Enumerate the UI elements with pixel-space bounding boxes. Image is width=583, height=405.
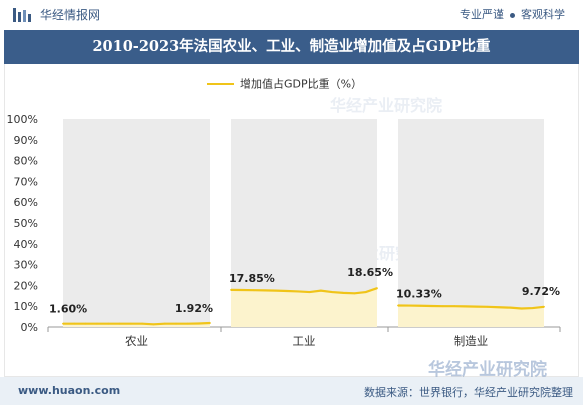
slogan: 专业严谨 客观科学: [460, 8, 565, 22]
data-point: [286, 290, 289, 292]
top-bar: 华经情报网 专业严谨 客观科学: [0, 0, 583, 30]
data-point: [252, 289, 255, 292]
y-tick-label: 80%: [14, 155, 38, 168]
data-point: [464, 305, 467, 308]
data-point: [186, 322, 189, 325]
data-point: [543, 305, 545, 308]
y-tick-label: 10%: [14, 300, 38, 313]
data-label-end: 9.72%: [522, 285, 560, 298]
site-name: 华经情报网: [40, 8, 101, 22]
data-point: [129, 322, 132, 325]
data-point: [498, 306, 500, 309]
y-tick-label: 90%: [14, 134, 38, 147]
chart-title: 2010-2023年法国农业、工业、制造业增加值及占GDP比重: [92, 38, 491, 55]
data-point: [209, 322, 211, 324]
y-tick-label: 0%: [21, 321, 38, 334]
data-point: [353, 292, 356, 295]
data-point: [408, 304, 411, 307]
series-line: [397, 304, 545, 310]
data-point: [241, 289, 244, 291]
data-label-end: 18.65%: [347, 266, 393, 279]
data-point: [263, 289, 266, 292]
y-tick-label: 100%: [7, 113, 38, 126]
data-point: [397, 304, 399, 307]
data-point: [62, 322, 64, 325]
panel-background: [63, 119, 210, 327]
slogan-right: 客观科学: [521, 8, 565, 21]
data-point: [107, 322, 110, 325]
huajing-logo-icon: [13, 8, 31, 22]
series-line: [230, 287, 378, 295]
series-area: [231, 288, 377, 327]
title-bar: 2010-2023年法国农业、工业、制造业增加值及占GDP比重: [4, 30, 579, 64]
data-point: [163, 322, 166, 325]
data-point: [430, 305, 433, 307]
data-point: [376, 287, 378, 290]
chart-frame: [4, 64, 579, 377]
series-line: [63, 321, 211, 326]
data-point: [331, 291, 333, 293]
y-tick-label: 60%: [14, 196, 38, 209]
watermark-brand: 华经产业研究院: [428, 360, 547, 380]
data-point: [308, 291, 311, 293]
y-tick-label: 30%: [14, 259, 38, 272]
footer-source: 数据来源：世界银行，华经产业研究院整理: [364, 386, 573, 399]
data-point: [475, 305, 478, 308]
data-point: [364, 291, 367, 293]
y-tick-label: 40%: [14, 238, 38, 251]
data-point: [84, 322, 87, 325]
series-area: [398, 305, 544, 327]
data-point: [152, 323, 155, 326]
data-point: [297, 290, 300, 293]
x-category-label: 农业: [125, 334, 148, 348]
data-point: [275, 289, 277, 292]
data-point: [509, 306, 512, 309]
data-label-end: 1.92%: [175, 302, 213, 315]
footer: www.huaon.com 数据来源：世界银行，华经产业研究院整理: [0, 377, 583, 405]
slogan-left: 专业严谨: [460, 8, 504, 21]
data-point: [118, 322, 121, 325]
data-point: [486, 305, 489, 308]
legend-line-swatch: [207, 82, 234, 85]
data-point: [141, 322, 144, 325]
slogan-dot-icon: [510, 12, 515, 18]
data-point: [453, 305, 456, 308]
y-tick-label: 70%: [14, 175, 38, 188]
data-label-start: 17.85%: [229, 272, 275, 285]
watermark-top: 华经产业研究院: [330, 96, 443, 115]
data-point: [96, 322, 98, 325]
data-point: [197, 322, 200, 325]
x-category-label: 制造业: [454, 334, 489, 348]
data-point: [342, 291, 345, 294]
data-point: [73, 322, 76, 325]
data-point: [319, 289, 322, 292]
footer-url[interactable]: www.huaon.com: [18, 384, 121, 397]
chart-legend: 增加值占GDP比重（%）: [207, 73, 362, 91]
data-label-start: 1.60%: [49, 303, 87, 316]
data-point: [230, 288, 232, 291]
y-tick-label: 20%: [14, 279, 38, 292]
data-point: [419, 304, 422, 307]
data-point: [520, 307, 523, 310]
data-point: [531, 307, 534, 309]
data-point: [175, 322, 177, 325]
y-tick-label: 50%: [14, 217, 38, 230]
panel-background: [398, 119, 544, 327]
data-label-start: 10.33%: [396, 288, 442, 301]
x-category-label: 工业: [293, 334, 316, 348]
data-point: [442, 305, 444, 308]
legend-label: 增加值占GDP比重（%）: [240, 77, 363, 91]
